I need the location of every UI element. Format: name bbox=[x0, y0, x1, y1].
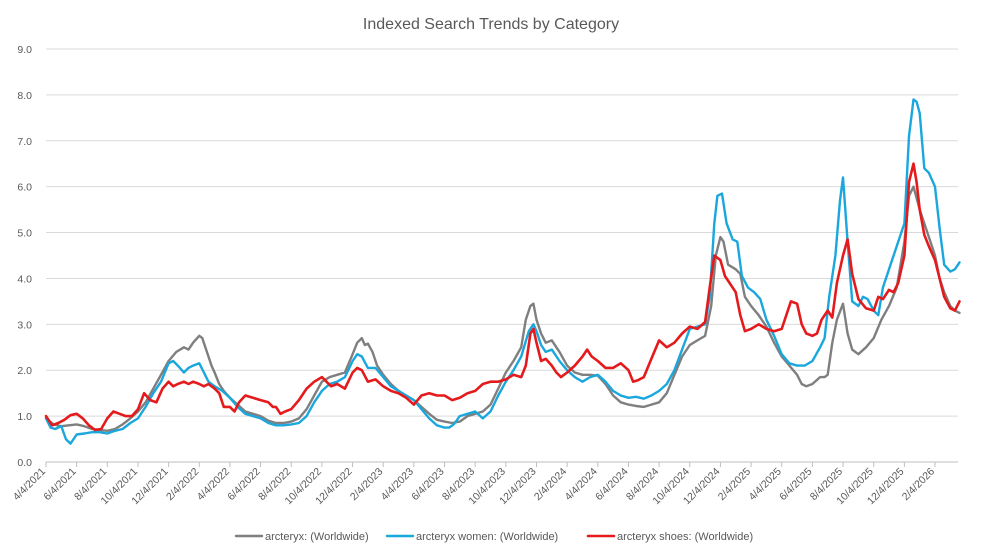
x-axis: 4/4/20216/4/20218/4/202110/4/202112/4/20… bbox=[11, 461, 958, 507]
x-tick-label: 2/4/2025 bbox=[716, 466, 753, 503]
y-tick-label: 7.0 bbox=[17, 136, 32, 148]
y-tick-label: 8.0 bbox=[17, 90, 32, 102]
x-tick-label: 4/4/2023 bbox=[379, 466, 416, 503]
x-tick-label: 2/4/2026 bbox=[900, 466, 937, 503]
series-lines bbox=[44, 98, 961, 445]
x-tick-label: 6/4/2021 bbox=[41, 466, 78, 503]
x-tick-label: 2/4/2024 bbox=[532, 466, 569, 503]
legend: arcteryx: (Worldwide) arcteryx women: (Wo… bbox=[234, 531, 753, 543]
x-tick-label: 2/4/2023 bbox=[348, 466, 385, 503]
x-tick-label: 6/4/2022 bbox=[225, 466, 262, 503]
y-tick-label: 1.0 bbox=[17, 411, 32, 423]
legend-label: arcteryx women: (Worldwide) bbox=[416, 531, 558, 543]
y-tick-label: 0.0 bbox=[17, 457, 32, 469]
x-tick-label: 4/4/2024 bbox=[563, 466, 600, 503]
series-line-1 bbox=[44, 185, 961, 432]
x-tick-label: 4/4/2022 bbox=[195, 466, 232, 503]
x-tick-label: 6/4/2024 bbox=[593, 466, 630, 503]
y-tick-label: 4.0 bbox=[17, 273, 32, 285]
x-tick-label: 4/4/2025 bbox=[746, 466, 783, 503]
gridlines bbox=[46, 48, 958, 417]
y-axis: 0.0 1.0 2.0 3.0 4.0 5.0 6.0 7.0 8.0 9.0 bbox=[17, 44, 32, 469]
y-tick-label: 9.0 bbox=[17, 44, 32, 56]
series-line-2 bbox=[44, 98, 961, 445]
y-tick-label: 6.0 bbox=[17, 182, 32, 194]
legend-label: arcteryx shoes: (Worldwide) bbox=[617, 531, 753, 543]
x-tick-label: 6/4/2025 bbox=[777, 466, 814, 503]
series-line-3 bbox=[44, 162, 961, 432]
x-tick-label: 2/4/2022 bbox=[164, 466, 201, 503]
chart-title: Indexed Search Trends by Category bbox=[363, 16, 619, 33]
x-tick-label: 4/4/2021 bbox=[11, 466, 48, 503]
y-tick-label: 3.0 bbox=[17, 319, 32, 331]
y-tick-label: 2.0 bbox=[17, 365, 32, 377]
x-tick-label: 6/4/2023 bbox=[409, 466, 446, 503]
y-tick-label: 5.0 bbox=[17, 228, 32, 240]
legend-label: arcteryx: (Worldwide) bbox=[265, 531, 369, 543]
